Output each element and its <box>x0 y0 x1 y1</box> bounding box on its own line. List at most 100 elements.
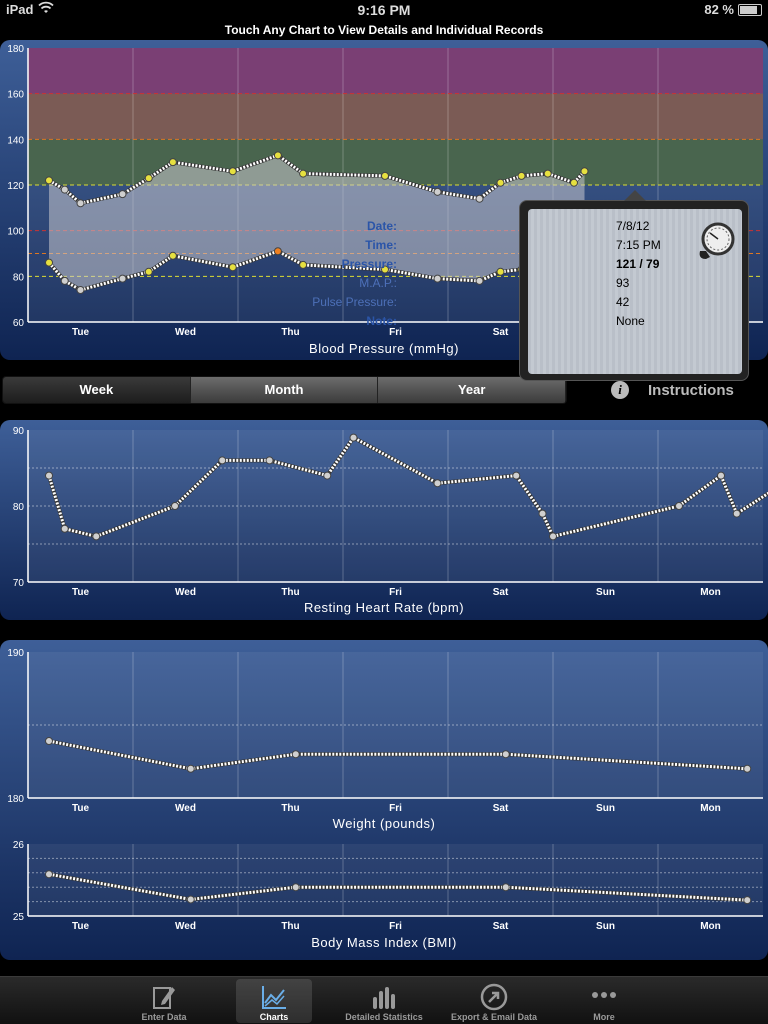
tab-enter-data[interactable]: Enter Data <box>126 979 202 1023</box>
data-point <box>218 456 227 465</box>
popup-key: Date: <box>366 219 397 233</box>
x-tick-label: Mon <box>700 921 721 932</box>
heart-rate-plot[interactable]: 70 80 90 Tue Wed Thu Fri Sat Sun Mon <box>0 420 768 620</box>
segment-week[interactable]: Week <box>3 377 191 403</box>
data-point <box>92 532 101 541</box>
x-tick-label: Mon <box>700 803 721 814</box>
segment-year[interactable]: Year <box>378 377 566 403</box>
data-point <box>501 883 510 892</box>
x-tick-label: Wed <box>175 803 196 814</box>
carrier-label: iPad <box>6 2 34 17</box>
data-point <box>45 471 53 480</box>
popup-key: Time: <box>365 238 397 252</box>
data-point <box>549 532 557 541</box>
info-icon[interactable]: i <box>611 381 629 399</box>
y-tick-label: 26 <box>13 840 25 851</box>
tab-label: Export & Email Data <box>450 1012 538 1022</box>
data-point <box>381 171 389 180</box>
x-tick-label: Wed <box>175 921 196 932</box>
data-point <box>144 174 153 183</box>
data-point <box>349 433 358 442</box>
data-point <box>381 265 389 274</box>
popup-value: 7/8/12 <box>616 219 650 233</box>
data-point <box>717 471 725 480</box>
popup-arrow <box>624 190 646 201</box>
tab-label: Detailed Statistics <box>345 1012 423 1022</box>
popup-value: 121 / 79 <box>616 257 660 271</box>
series-line <box>47 249 585 292</box>
weight-bmi-chart[interactable]: 180 190 Tue Wed Thu Fri Sat Sun Mon Weight (poun… <box>0 640 768 960</box>
data-point <box>543 169 552 178</box>
line-chart-icon <box>262 986 286 1009</box>
data-point <box>45 258 53 267</box>
data-point <box>118 190 127 199</box>
data-point <box>299 260 308 269</box>
data-point <box>501 750 510 759</box>
data-point <box>570 178 578 187</box>
share-arrow-icon <box>480 983 508 1011</box>
data-point <box>291 750 300 759</box>
data-point <box>496 178 505 187</box>
blood-pressure-chart[interactable]: 6080100120140160180TueWedThuFriSatSunMon… <box>0 40 768 360</box>
y-tick-label: 100 <box>7 227 24 238</box>
y-tick-label: 120 <box>7 181 24 192</box>
plot-area <box>28 430 763 582</box>
x-tick-label: Mon <box>700 587 721 598</box>
data-point <box>60 276 69 285</box>
page-title: Touch Any Chart to View Details and Indi… <box>0 20 768 40</box>
record-detail-popup[interactable]: Date: 7/8/12 Time: 7:15 PM Pressure: 121… <box>312 190 749 381</box>
instructions-button[interactable]: Instructions <box>648 382 734 399</box>
bmi-plot[interactable]: 25 26 Tue Wed Thu Fri Sat Sun Mon <box>0 840 768 960</box>
x-tick-label: Sat <box>493 587 509 598</box>
x-tick-label: Wed <box>175 587 196 598</box>
y-tick-label: 60 <box>13 318 25 329</box>
tab-detailed-statistics[interactable]: Detailed Statistics <box>345 979 423 1023</box>
tab-more[interactable]: More <box>566 979 642 1023</box>
range-zone <box>28 93 763 140</box>
data-point <box>273 247 282 256</box>
popup-key: Pulse Pressure: <box>312 295 397 309</box>
segment-month[interactable]: Month <box>190 377 379 403</box>
x-tick-label: Sun <box>596 587 615 598</box>
data-point <box>186 895 195 904</box>
x-tick-label: Sat <box>493 803 509 814</box>
pencil-paper-icon <box>153 987 175 1009</box>
popup-key: M.A.P.: <box>359 276 397 290</box>
data-point <box>265 456 274 465</box>
bar-chart-icon <box>373 987 395 1009</box>
x-tick-label: Sat <box>493 921 509 932</box>
data-point <box>45 176 53 185</box>
battery-icon <box>738 4 762 16</box>
data-point <box>675 502 683 510</box>
x-tick-label: Sun <box>596 921 615 932</box>
popup-value: None <box>616 314 645 328</box>
popup-key: Note: <box>366 314 397 328</box>
x-tick-label: Fri <box>389 587 402 598</box>
data-point <box>580 167 589 176</box>
data-point <box>60 185 69 194</box>
x-tick-label: Fri <box>389 921 402 932</box>
battery-percent: 82 % <box>704 2 734 17</box>
popup-value: 93 <box>616 276 630 290</box>
period-segment-control[interactable]: Week Month Year <box>2 376 567 404</box>
weight-plot[interactable]: 180 190 Tue Wed Thu Fri Sat Sun Mon <box>0 640 768 840</box>
y-tick-label: 160 <box>7 90 24 101</box>
tab-label: Charts <box>259 1012 289 1022</box>
tab-charts[interactable]: Charts <box>236 979 312 1023</box>
tab-export-email[interactable]: Export & Email Data <box>451 979 537 1023</box>
blood-pressure-plot[interactable]: 6080100120140160180TueWedThuFriSatSunMon <box>0 40 768 360</box>
sphygmomanometer-icon <box>699 222 735 259</box>
y-tick-label: 25 <box>13 912 25 923</box>
data-point <box>538 509 547 518</box>
x-tick-label: Wed <box>175 327 196 338</box>
heart-rate-chart[interactable]: 70 80 90 Tue Wed Thu Fri Sat Sun Mon Resting Hear… <box>0 420 768 620</box>
x-tick-label: Thu <box>281 803 299 814</box>
y-tick-label: 80 <box>13 502 25 513</box>
popup-body: Date: 7/8/12 Time: 7:15 PM Pressure: 121… <box>312 209 742 374</box>
data-point <box>323 471 332 480</box>
y-tick-label: 90 <box>13 426 25 437</box>
weight-chart-title: Weight (pounds) <box>332 816 436 831</box>
data-point <box>517 171 526 180</box>
data-point <box>475 276 484 285</box>
x-tick-label: Tue <box>72 921 89 932</box>
